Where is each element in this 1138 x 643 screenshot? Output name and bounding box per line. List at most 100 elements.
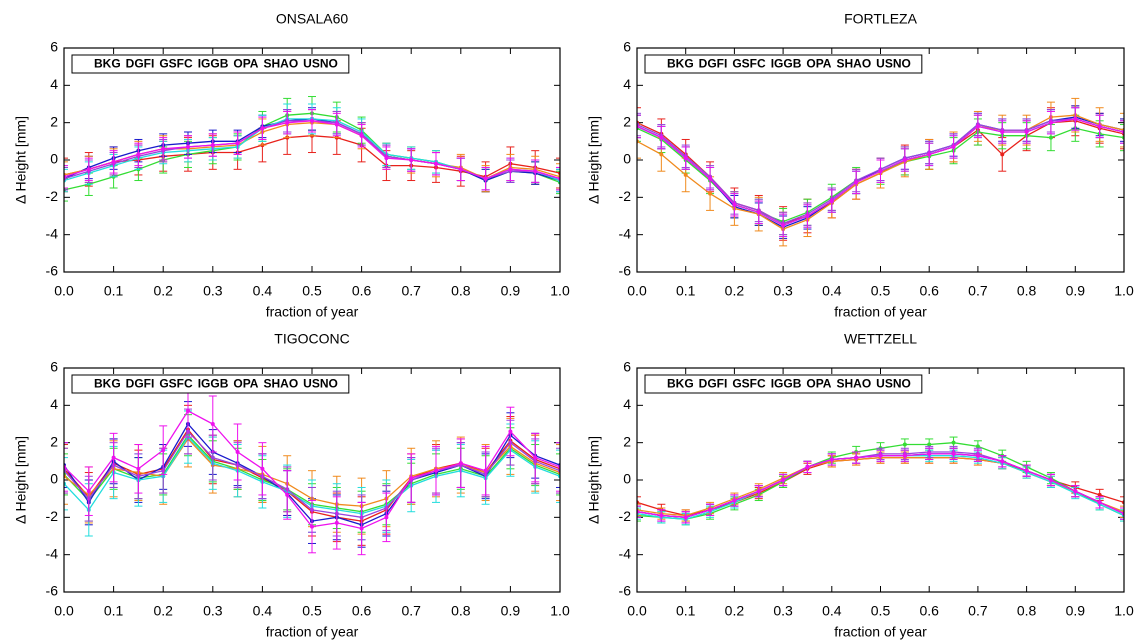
legend-label: IGGB [198, 57, 229, 71]
data-point [659, 135, 664, 140]
data-point [975, 124, 980, 129]
data-point [483, 468, 488, 473]
error-bar [556, 449, 560, 503]
error-bar [1120, 507, 1124, 520]
data-point [359, 133, 364, 138]
data-point [683, 515, 688, 520]
error-bar [1120, 509, 1124, 522]
error-bar [556, 442, 560, 492]
x-tick-label: 0.6 [919, 283, 939, 299]
legend-label: BKG [667, 57, 694, 71]
panel: ONSALA60 fraction of year Δ Height [mm] 0.0… [13, 11, 570, 320]
y-tick-label: 2 [623, 433, 631, 449]
data-point [86, 167, 91, 172]
x-axis-label: fraction of year [834, 304, 927, 320]
y-tick-label: 0 [623, 151, 631, 167]
x-tick-label: 1.0 [1114, 603, 1134, 619]
x-tick-label: 0.3 [203, 283, 223, 299]
error-bar [637, 114, 641, 139]
x-tick-label: 0.3 [203, 603, 223, 619]
data-point [975, 453, 980, 458]
series [637, 447, 1124, 524]
data-point [210, 143, 215, 148]
legend-label: SHAO [263, 57, 298, 71]
data-point [483, 176, 488, 181]
x-tick-label: 1.0 [550, 283, 570, 299]
data-point [458, 461, 463, 466]
panel-title: ONSALA60 [276, 11, 349, 27]
x-tick-label: 0.7 [401, 603, 421, 619]
legend-label: OPA [233, 377, 258, 391]
data-point [1048, 135, 1053, 140]
legend-label: IGGB [198, 377, 229, 391]
data-point [756, 489, 761, 494]
y-tick-label: -4 [619, 225, 632, 241]
data-point [384, 515, 389, 520]
plot-frame [636, 367, 1125, 593]
x-tick-label: 0.4 [822, 283, 842, 299]
y-tick-label: -6 [619, 263, 632, 279]
data-point [781, 478, 786, 482]
data-point [86, 489, 91, 494]
x-tick-label: 0.2 [153, 283, 173, 299]
legend-box [71, 374, 350, 394]
data-point [732, 202, 737, 207]
x-tick-label: 0.7 [401, 283, 421, 299]
x-tick-label: 0.3 [773, 603, 793, 619]
y-tick-label: 4 [623, 396, 631, 412]
x-tick-label: 0.1 [676, 283, 696, 299]
data-point [533, 455, 538, 460]
data-point [951, 144, 956, 149]
legend-label: DGFI [699, 377, 728, 391]
x-tick-label: 0.6 [919, 603, 939, 619]
y-tick-label: -6 [619, 583, 632, 599]
data-point [708, 191, 713, 196]
panel-title: TIGOCONC [274, 331, 349, 347]
data-point [136, 152, 141, 157]
x-tick-label: 0.4 [253, 283, 273, 299]
data-point [878, 169, 883, 174]
data-point [878, 453, 883, 458]
x-tick-label: 0.0 [627, 603, 647, 619]
legend-label: BKG [667, 377, 694, 391]
x-tick-label: 0.2 [725, 283, 745, 299]
x-tick-label: 0.5 [871, 603, 891, 619]
y-tick-label: -2 [619, 188, 632, 204]
data-point [902, 158, 907, 162]
legend: BKG DGFI GSFC IGGB OPA SHAO USNO [644, 54, 923, 74]
x-tick-label: 0.2 [153, 603, 173, 619]
plot-area [64, 96, 560, 202]
x-tick-label: 0.8 [1017, 283, 1037, 299]
legend-label: BKG [94, 57, 121, 71]
error-bar [64, 442, 68, 492]
data-point [334, 122, 339, 127]
data-point [186, 408, 190, 413]
data-point [434, 468, 438, 473]
plot-frame [63, 367, 561, 593]
y-axis-label: Δ Height [mm] [13, 116, 29, 204]
legend-box [644, 54, 923, 74]
data-point [533, 169, 538, 174]
error-bar [556, 170, 560, 195]
x-tick-label: 0.0 [54, 603, 74, 619]
x-tick-label: 0.8 [451, 283, 471, 299]
data-point [829, 199, 834, 204]
x-tick-label: 0.4 [253, 603, 273, 619]
legend-label: USNO [876, 377, 911, 391]
legend-box [644, 374, 923, 394]
y-tick-label: -6 [46, 583, 59, 599]
data-point [902, 442, 907, 447]
legend-label: USNO [876, 57, 911, 71]
panel: FORTLEZA fraction of year Δ Height [mm] 0.0… [586, 11, 1134, 320]
panel: WETTZELL fraction of year Δ Height [mm] 0.0… [586, 331, 1134, 640]
data-point [951, 451, 956, 456]
data-point [1000, 459, 1005, 464]
error-bar [1120, 505, 1124, 518]
error-bar [64, 178, 68, 202]
y-tick-label: -2 [46, 508, 59, 524]
panel-title: FORTLEZA [844, 11, 918, 27]
y-tick-label: -4 [46, 545, 59, 561]
plot-area [64, 384, 560, 556]
legend-label: DGFI [699, 57, 728, 71]
